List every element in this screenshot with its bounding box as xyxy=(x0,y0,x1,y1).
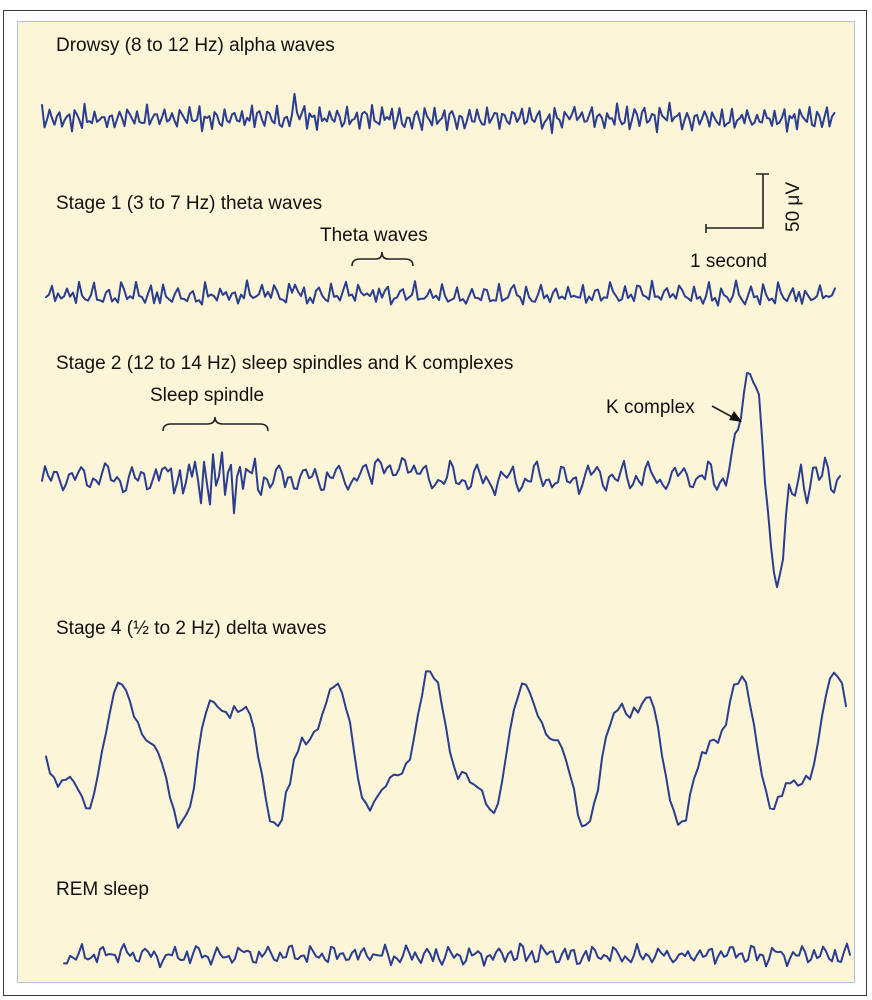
trace-label-rem: REM sleep xyxy=(56,879,149,900)
trace-label-stage2: Stage 2 (12 to 14 Hz) sleep spindles and… xyxy=(56,353,514,374)
trace-label-stage1: Stage 1 (3 to 7 Hz) theta waves xyxy=(56,193,323,214)
stage1-theta-trace xyxy=(45,279,836,307)
drowsy-alpha-trace xyxy=(41,92,836,135)
rem-sleep-trace xyxy=(63,942,851,969)
stage2-spindle-trace xyxy=(41,372,841,589)
sleep-spindle-label: Sleep spindle xyxy=(150,385,265,406)
theta-waves-label: Theta waves xyxy=(320,225,428,246)
k-complex-arrow xyxy=(711,405,735,419)
scale-bar xyxy=(705,173,769,233)
theta-waves-bracket xyxy=(351,251,414,267)
figure-panel xyxy=(17,21,855,983)
sleep-spindle-bracket xyxy=(162,416,269,432)
k-complex-arrowhead xyxy=(729,411,742,422)
stage4-delta-trace xyxy=(45,670,847,829)
trace-label-drowsy: Drowsy (8 to 12 Hz) alpha waves xyxy=(56,35,335,56)
scale-amplitude-label: 50 μV xyxy=(783,181,804,232)
scale-time-label: 1 second xyxy=(690,251,768,272)
trace-label-stage4: Stage 4 (½ to 2 Hz) delta waves xyxy=(56,618,327,639)
k-complex-label: K complex xyxy=(606,397,695,418)
